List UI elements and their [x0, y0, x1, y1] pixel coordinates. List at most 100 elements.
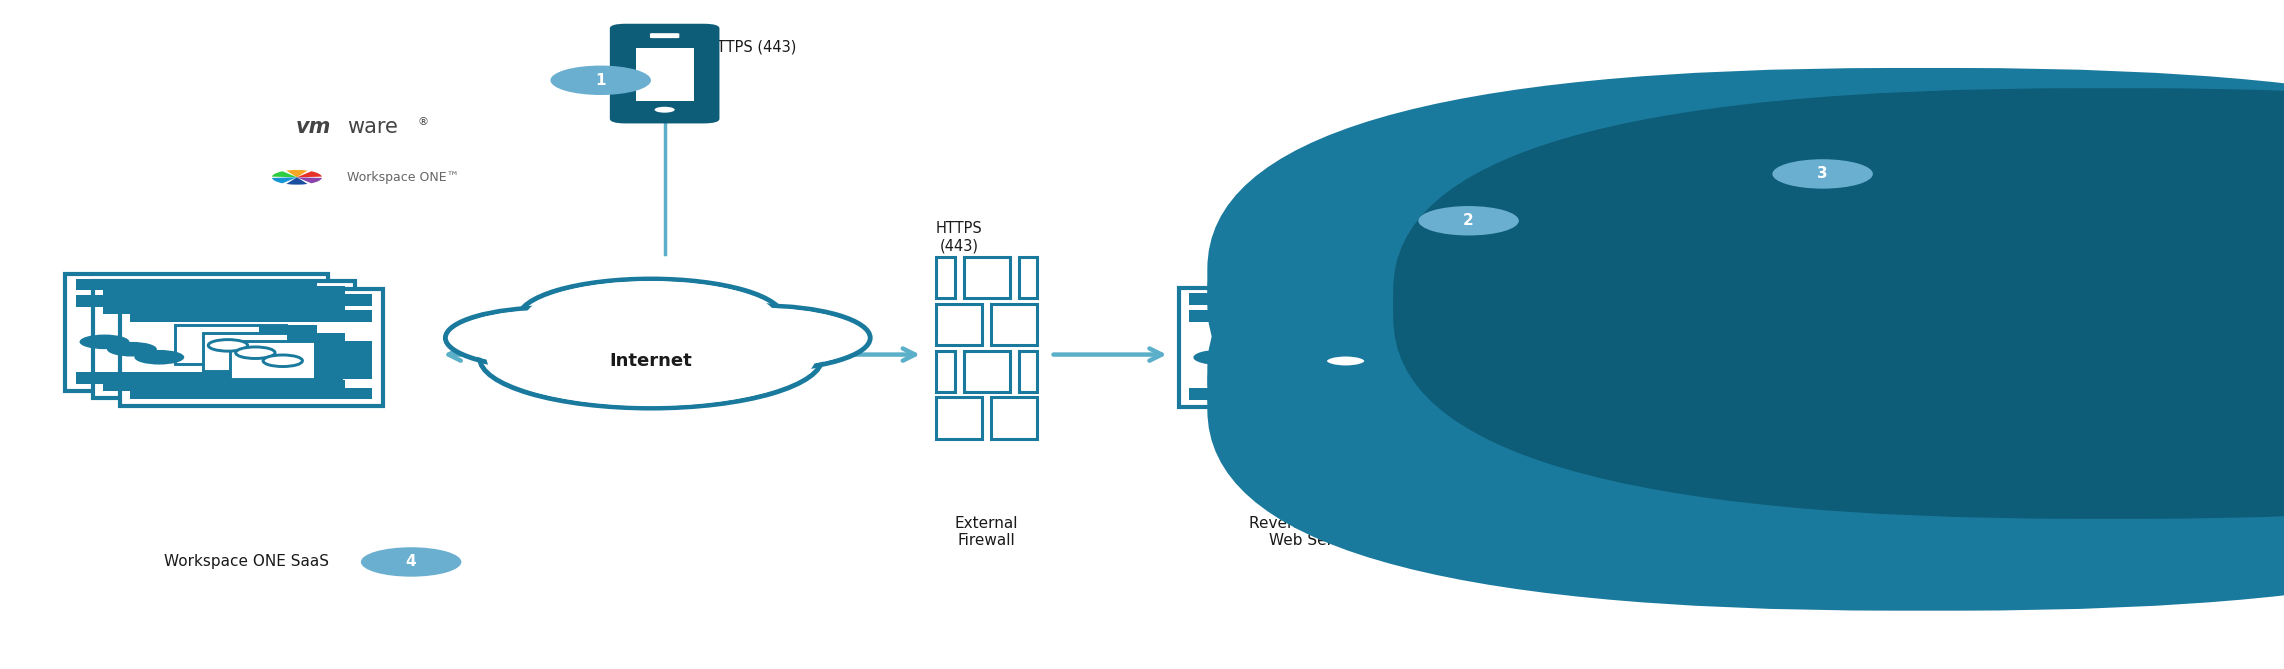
- Text: External
Firewall: External Firewall: [955, 516, 1019, 548]
- Text: HTTPS (443): HTTPS (443): [706, 39, 797, 54]
- FancyBboxPatch shape: [1884, 254, 1967, 415]
- FancyBboxPatch shape: [964, 351, 1010, 392]
- FancyBboxPatch shape: [635, 48, 694, 101]
- Circle shape: [525, 281, 777, 355]
- Circle shape: [135, 350, 185, 365]
- FancyBboxPatch shape: [610, 24, 719, 124]
- FancyBboxPatch shape: [260, 326, 317, 364]
- Text: 2: 2: [1464, 213, 1473, 228]
- FancyBboxPatch shape: [1179, 288, 1448, 407]
- Circle shape: [1192, 350, 1245, 365]
- Circle shape: [1772, 159, 1873, 189]
- FancyBboxPatch shape: [1377, 341, 1437, 380]
- Text: Directory Services
(Active Directory): Directory Services (Active Directory): [1923, 516, 2065, 548]
- FancyBboxPatch shape: [1208, 183, 2284, 595]
- FancyBboxPatch shape: [1560, 397, 1606, 439]
- Circle shape: [486, 310, 815, 406]
- Text: 4: 4: [407, 555, 416, 569]
- FancyBboxPatch shape: [1615, 304, 1660, 345]
- FancyBboxPatch shape: [936, 257, 955, 298]
- Circle shape: [80, 334, 130, 349]
- Circle shape: [107, 342, 158, 357]
- Circle shape: [452, 310, 644, 366]
- FancyBboxPatch shape: [1393, 88, 2284, 495]
- Text: ware: ware: [347, 117, 397, 137]
- Wedge shape: [286, 177, 308, 185]
- FancyBboxPatch shape: [1560, 304, 1606, 345]
- Text: Internal
Firewall: Internal Firewall: [1581, 516, 1640, 548]
- Circle shape: [658, 308, 863, 368]
- FancyBboxPatch shape: [651, 33, 678, 38]
- Circle shape: [518, 279, 783, 357]
- FancyBboxPatch shape: [936, 351, 955, 392]
- Wedge shape: [2010, 301, 2081, 312]
- FancyBboxPatch shape: [130, 310, 372, 322]
- FancyBboxPatch shape: [231, 341, 340, 379]
- Text: Reverse Proxy or
Web Server: Reverse Proxy or Web Server: [1249, 516, 1377, 548]
- Text: vm: vm: [297, 117, 331, 137]
- FancyBboxPatch shape: [64, 274, 329, 391]
- FancyBboxPatch shape: [936, 304, 982, 345]
- Wedge shape: [297, 171, 322, 177]
- FancyBboxPatch shape: [103, 286, 345, 298]
- Circle shape: [1418, 206, 1519, 235]
- FancyBboxPatch shape: [1190, 293, 1437, 305]
- FancyBboxPatch shape: [1587, 351, 1633, 392]
- FancyBboxPatch shape: [1293, 341, 1405, 380]
- FancyBboxPatch shape: [1615, 397, 1660, 439]
- Circle shape: [1325, 355, 1366, 367]
- Wedge shape: [297, 177, 322, 183]
- Circle shape: [2026, 290, 2067, 302]
- FancyBboxPatch shape: [1560, 351, 1578, 392]
- FancyBboxPatch shape: [1642, 351, 1660, 392]
- FancyBboxPatch shape: [119, 290, 384, 407]
- Circle shape: [445, 308, 651, 368]
- FancyBboxPatch shape: [1208, 199, 2284, 611]
- Circle shape: [656, 107, 674, 112]
- FancyBboxPatch shape: [176, 326, 286, 364]
- FancyBboxPatch shape: [991, 304, 1037, 345]
- FancyBboxPatch shape: [1587, 257, 1633, 298]
- Circle shape: [1898, 324, 1953, 339]
- FancyBboxPatch shape: [315, 341, 372, 379]
- Circle shape: [651, 306, 870, 370]
- Circle shape: [361, 547, 461, 577]
- FancyBboxPatch shape: [103, 302, 345, 314]
- Wedge shape: [286, 170, 308, 177]
- FancyBboxPatch shape: [1560, 257, 1578, 298]
- Text: ®: ®: [418, 117, 429, 126]
- Circle shape: [550, 66, 651, 95]
- FancyBboxPatch shape: [1019, 351, 1037, 392]
- FancyBboxPatch shape: [936, 397, 982, 439]
- FancyBboxPatch shape: [1642, 257, 1660, 298]
- Text: Internet: Internet: [610, 353, 692, 370]
- FancyBboxPatch shape: [1208, 68, 2284, 486]
- FancyBboxPatch shape: [75, 279, 317, 290]
- Text: 1: 1: [596, 73, 605, 88]
- FancyBboxPatch shape: [130, 294, 372, 306]
- Circle shape: [235, 347, 274, 359]
- FancyBboxPatch shape: [991, 397, 1037, 439]
- FancyBboxPatch shape: [1208, 90, 2284, 506]
- Text: 3: 3: [1818, 167, 1827, 181]
- Text: HTTPS
(443): HTTPS (443): [936, 221, 982, 254]
- FancyBboxPatch shape: [130, 388, 372, 399]
- FancyBboxPatch shape: [75, 295, 317, 306]
- FancyBboxPatch shape: [1190, 389, 1437, 400]
- FancyBboxPatch shape: [1393, 100, 2284, 507]
- FancyBboxPatch shape: [1208, 167, 2284, 579]
- Wedge shape: [272, 171, 297, 177]
- FancyBboxPatch shape: [103, 380, 345, 391]
- FancyBboxPatch shape: [1393, 112, 2284, 519]
- Circle shape: [480, 308, 822, 408]
- FancyBboxPatch shape: [91, 282, 356, 399]
- FancyBboxPatch shape: [1190, 310, 1437, 322]
- FancyBboxPatch shape: [1019, 257, 1037, 298]
- Text: Workspace ONE™: Workspace ONE™: [347, 171, 459, 184]
- FancyBboxPatch shape: [75, 372, 317, 384]
- FancyBboxPatch shape: [203, 333, 313, 371]
- Circle shape: [263, 355, 301, 367]
- FancyBboxPatch shape: [2005, 270, 2152, 347]
- FancyBboxPatch shape: [964, 257, 1010, 298]
- Wedge shape: [272, 177, 297, 183]
